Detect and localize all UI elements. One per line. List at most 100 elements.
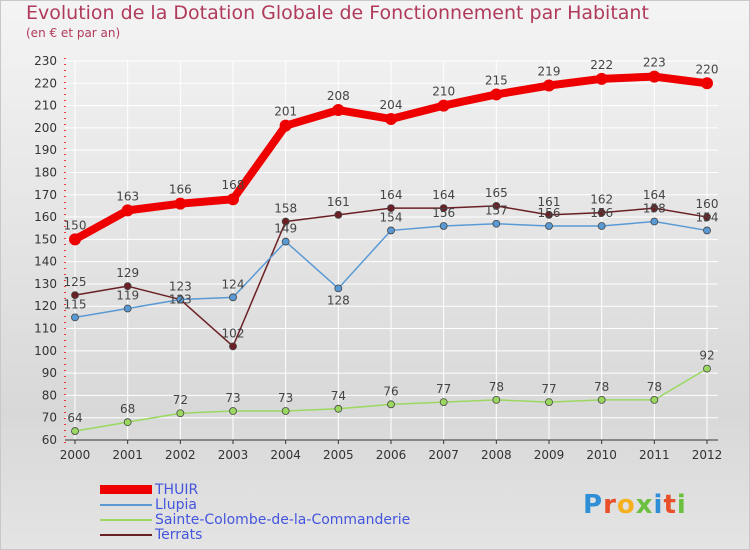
point-llupia-2002 — [176, 295, 185, 304]
y-tick-label-100: 100 — [34, 344, 57, 358]
data-label-terrats-2000: 125 — [64, 275, 87, 289]
data-label-terrats-2004: 158 — [274, 202, 297, 216]
x-tick-label-2003: 2003 — [218, 448, 249, 462]
point-terrats-2004 — [281, 217, 290, 226]
point-llupia-2001 — [123, 304, 132, 313]
data-label-terrats-2002: 123 — [169, 293, 192, 307]
point-terrats-2003 — [229, 342, 237, 351]
x-tick-label-2006: 2006 — [376, 448, 407, 462]
data-label-terrats-2010: 162 — [590, 193, 613, 207]
point-sainte-colombe-de-la-commanderie-2010 — [597, 395, 606, 404]
point-llupia-2000 — [71, 313, 79, 322]
point-terrats-2006 — [387, 204, 395, 213]
y-tick-label-140: 140 — [34, 255, 57, 269]
data-label-thuir-2005: 208 — [327, 89, 350, 103]
data-label-terrats-2009: 161 — [538, 195, 561, 209]
point-thuir-2011 — [648, 70, 661, 83]
data-label-thuir-2001: 163 — [116, 189, 139, 203]
point-terrats-2000 — [71, 291, 79, 299]
legend-label-thuir: THUIR — [155, 482, 199, 498]
point-thuir-2008 — [490, 88, 503, 101]
point-sainte-colombe-de-la-commanderie-2012 — [703, 364, 711, 373]
data-label-thuir-2000: 150 — [64, 218, 87, 232]
point-terrats-2010 — [597, 208, 606, 217]
data-label-sainte-colombe-de-la-commanderie-2005: 74 — [331, 389, 346, 403]
point-sainte-colombe-de-la-commanderie-2004 — [281, 407, 290, 415]
point-sainte-colombe-de-la-commanderie-2005 — [334, 404, 343, 413]
data-label-thuir-2004: 201 — [274, 105, 297, 119]
legend-swatch-llupia — [100, 504, 152, 506]
data-label-terrats-2005: 161 — [327, 195, 350, 209]
logo-letter-5: t — [663, 490, 677, 520]
grid — [65, 60, 718, 441]
point-terrats-2011 — [650, 204, 659, 213]
data-label-llupia-2005: 128 — [327, 293, 350, 307]
point-thuir-2005 — [332, 104, 345, 117]
legend-label-llupia: Llupia — [155, 497, 197, 513]
data-label-thuir-2012: 220 — [696, 62, 719, 76]
y-tick-label-190: 190 — [34, 143, 57, 157]
point-sainte-colombe-de-la-commanderie-2006 — [387, 400, 395, 409]
data-label-thuir-2006: 204 — [380, 98, 403, 112]
point-thuir-2007 — [437, 99, 450, 112]
data-label-llupia-2008: 157 — [485, 204, 508, 218]
y-tick-label-180: 180 — [34, 165, 57, 179]
logo-letter-6: i — [676, 490, 687, 520]
legend-label-terrats: Terrats — [155, 527, 203, 543]
data-label-llupia-2011: 158 — [643, 202, 666, 216]
point-sainte-colombe-de-la-commanderie-2002 — [176, 409, 185, 418]
data-label-llupia-2007: 156 — [432, 206, 455, 220]
x-tick-label-2011: 2011 — [639, 448, 670, 462]
data-label-llupia-2006: 154 — [380, 210, 403, 224]
data-label-thuir-2003: 168 — [222, 178, 245, 192]
x-tick-label-2008: 2008 — [481, 448, 512, 462]
point-sainte-colombe-de-la-commanderie-2003 — [229, 407, 237, 415]
point-llupia-2009 — [545, 222, 553, 230]
data-label-thuir-2010: 222 — [590, 58, 613, 72]
proxiti-logo: Proxiti — [583, 490, 687, 520]
data-label-sainte-colombe-de-la-commanderie-2000: 64 — [67, 411, 82, 425]
point-llupia-2004 — [281, 237, 290, 246]
y-tick-label-110: 110 — [34, 322, 57, 336]
x-tick-label-2004: 2004 — [270, 448, 301, 462]
data-label-terrats-2006: 164 — [380, 188, 403, 202]
data-label-sainte-colombe-de-la-commanderie-2010: 78 — [594, 380, 609, 394]
data-label-terrats-2008: 165 — [485, 186, 508, 200]
logo-letter-2: o — [616, 490, 636, 520]
data-label-thuir-2011: 223 — [643, 56, 666, 70]
point-llupia-2006 — [387, 226, 395, 235]
y-tick-label-160: 160 — [34, 210, 57, 224]
y-tick-label-120: 120 — [34, 299, 57, 313]
point-thuir-2003 — [227, 193, 239, 206]
data-label-llupia-2004: 149 — [274, 222, 297, 236]
point-thuir-2000 — [69, 233, 81, 246]
point-terrats-2007 — [439, 204, 448, 213]
point-thuir-2012 — [701, 77, 713, 90]
chart-subtitle: (en € et par an) — [26, 26, 121, 40]
data-label-llupia-2012: 154 — [696, 210, 719, 224]
x-tick-label-2002: 2002 — [165, 448, 196, 462]
y-tick-label-220: 220 — [34, 76, 57, 90]
point-sainte-colombe-de-la-commanderie-2000 — [71, 427, 79, 435]
point-terrats-2001 — [123, 282, 132, 291]
point-sainte-colombe-de-la-commanderie-2008 — [492, 395, 501, 404]
point-llupia-2005 — [334, 284, 343, 293]
x-tick-label-2007: 2007 — [428, 448, 459, 462]
point-thuir-2004 — [279, 119, 292, 132]
data-label-sainte-colombe-de-la-commanderie-2006: 76 — [383, 384, 398, 398]
point-sainte-colombe-de-la-commanderie-2007 — [439, 398, 448, 407]
data-label-thuir-2007: 210 — [432, 85, 455, 99]
legend-swatch-sainte-colombe — [100, 519, 152, 521]
data-label-terrats-2001: 129 — [116, 266, 139, 280]
data-label-sainte-colombe-de-la-commanderie-2004: 73 — [278, 391, 293, 405]
data-label-terrats-2011: 164 — [643, 188, 666, 202]
data-label-sainte-colombe-de-la-commanderie-2008: 78 — [489, 380, 504, 394]
data-label-llupia-2009: 156 — [538, 206, 561, 220]
x-tick-label-2000: 2000 — [60, 448, 91, 462]
data-label-sainte-colombe-de-la-commanderie-2012: 92 — [699, 349, 714, 363]
point-llupia-2010 — [597, 222, 606, 230]
data-label-sainte-colombe-de-la-commanderie-2011: 78 — [647, 380, 662, 394]
data-label-terrats-2003: 102 — [222, 326, 245, 340]
